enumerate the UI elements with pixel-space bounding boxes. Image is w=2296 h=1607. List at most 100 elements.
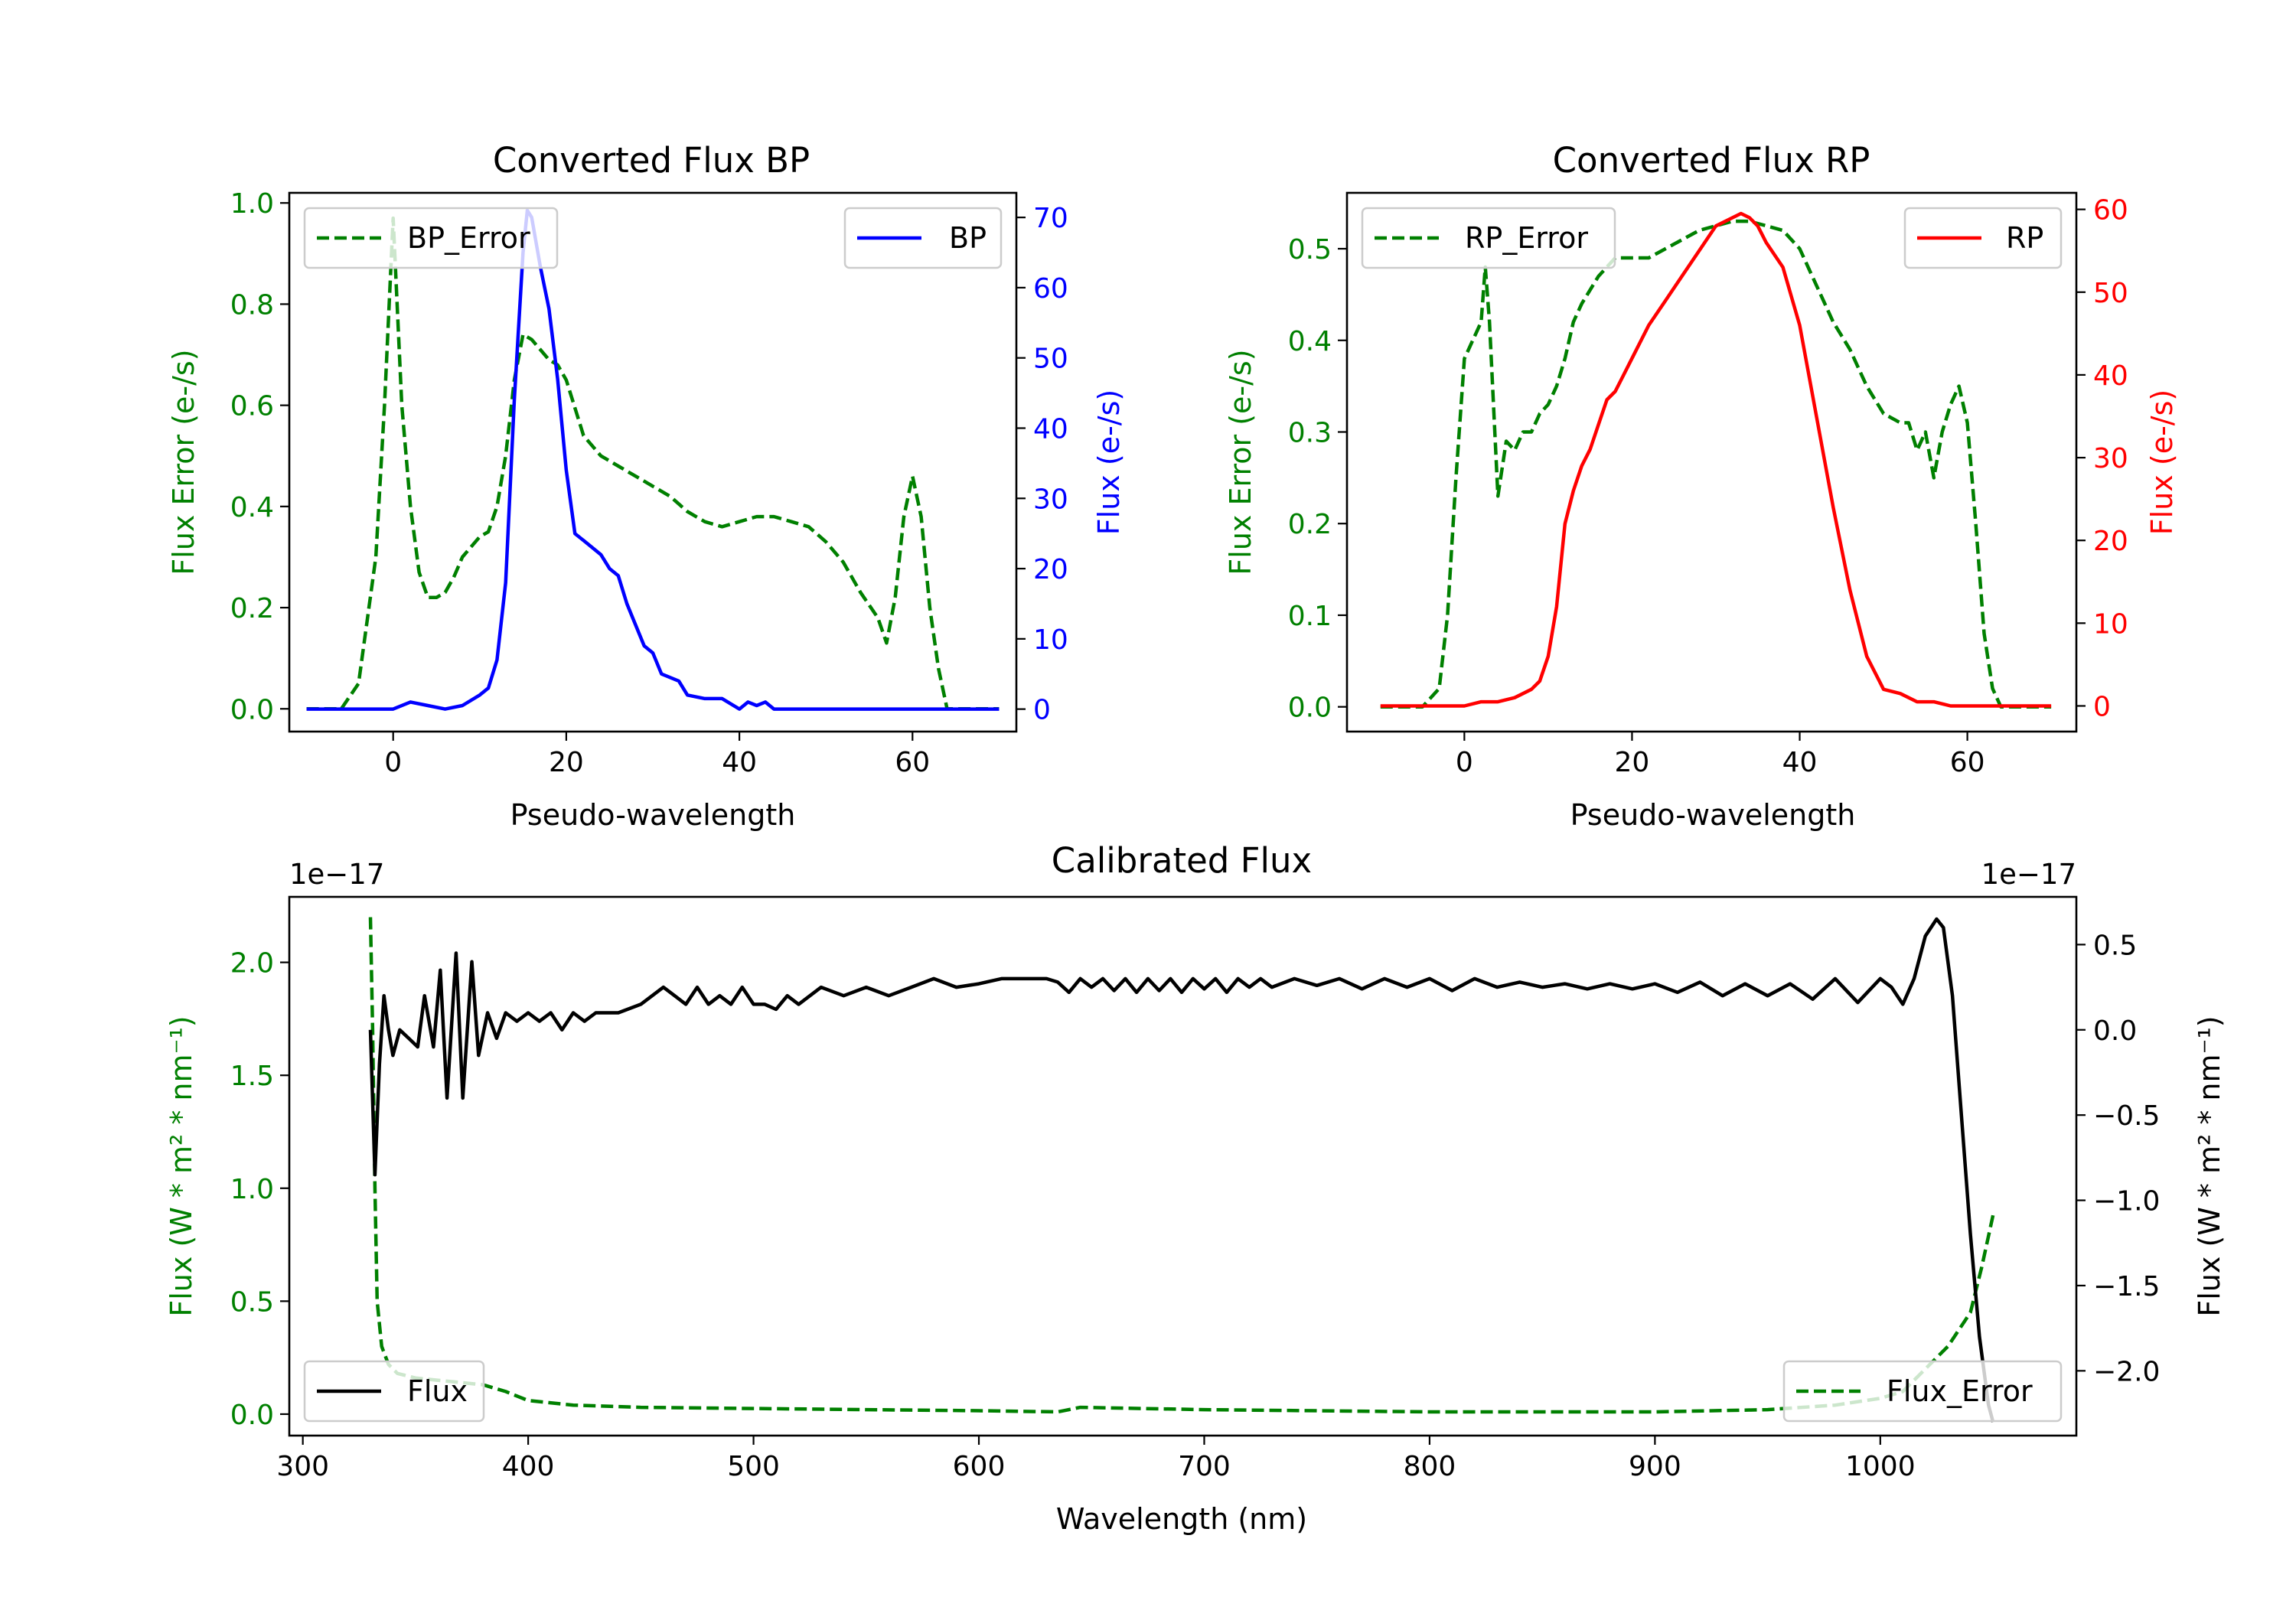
bp-right-tick-label: 20 xyxy=(1033,554,1068,585)
rp-series-rp-error-line xyxy=(1380,219,2052,709)
rp-right-tick-label: 60 xyxy=(2093,195,2128,227)
rp-left-axis-label: Flux Error (e-/s) xyxy=(1224,349,1257,575)
rp-left-tick-label: 0.2 xyxy=(1288,509,1332,540)
rp-legend-right: RP xyxy=(1903,207,2063,269)
bp-right-tick-label: 50 xyxy=(1033,344,1068,375)
bp-right-tick-label: 0 xyxy=(1033,695,1051,726)
bp-left-ticks: 0.0 0.2 0.4 0.6 0.8 1.0 xyxy=(230,188,289,725)
bp-right-tick-label: 30 xyxy=(1033,484,1068,515)
bp-legend-error-label: BP_Error xyxy=(407,221,530,255)
calibrated-legend-flux-label: Flux xyxy=(407,1374,468,1408)
bp-right-tick-label: 40 xyxy=(1033,413,1068,445)
rp-right-tick-label: 50 xyxy=(2093,278,2128,309)
bp-series-bp-error-line xyxy=(306,216,1000,711)
bp-left-tick-label: 0.6 xyxy=(230,391,274,422)
cal-series-flux-line xyxy=(368,917,1995,1423)
bp-legend-right-box xyxy=(843,207,1003,269)
rp-right-tick-label: 20 xyxy=(2093,526,2128,557)
cal-x-tick-label: 600 xyxy=(953,1451,1006,1482)
cal-x-tick-label: 500 xyxy=(727,1451,780,1482)
rp-title: Converted Flux RP xyxy=(1553,140,1870,181)
rp-left-tick-label: 0.0 xyxy=(1288,693,1332,724)
bp-legend-left: BP_Error xyxy=(303,207,559,269)
rp-legend-error-label: RP_Error xyxy=(1465,221,1588,255)
bp-title: Converted Flux BP xyxy=(493,140,810,181)
calibrated-right-ticks: −2.0 −1.5 −1.0 −0.5 0.0 0.5 xyxy=(2076,930,2160,1387)
bp-right-tick-label: 70 xyxy=(1033,203,1068,234)
calibrated-right-axis-label: Flux (W * m² * nm⁻¹) xyxy=(2193,1015,2226,1316)
rp-legend-left-box xyxy=(1361,207,1616,269)
rp-left-ticks: 0.0 0.1 0.2 0.3 0.4 0.5 xyxy=(1288,234,1347,724)
calibrated-title: Calibrated Flux xyxy=(1052,840,1312,881)
bp-plot-frame xyxy=(288,191,1018,733)
rp-left-tick-label: 0.4 xyxy=(1288,326,1332,357)
bp-right-tick-label: 60 xyxy=(1033,273,1068,305)
bp-left-axis-label: Flux Error (e-/s) xyxy=(167,349,201,575)
calibrated-x-axis-label: Wavelength (nm) xyxy=(1056,1502,1307,1536)
rp-legend-right-box xyxy=(1903,207,2063,269)
bp-series-bp-line xyxy=(306,208,1000,711)
calibrated-right-offset-text: 1e−17 xyxy=(1981,858,2076,891)
rp-right-axis-label: Flux (e-/s) xyxy=(2145,390,2179,535)
cal-right-tick-label: 0.0 xyxy=(2093,1015,2137,1047)
bp-left-tick-label: 0.4 xyxy=(230,492,274,523)
bp-right-tick-label: 10 xyxy=(1033,624,1068,656)
cal-x-tick-label: 1000 xyxy=(1845,1451,1916,1482)
bp-x-tick-label: 20 xyxy=(549,747,584,778)
bp-legend-flux-label: BP xyxy=(949,221,987,255)
calibrated-legend-left: Flux xyxy=(303,1360,485,1423)
bp-series-group xyxy=(306,208,1000,711)
bp-x-tick-label: 0 xyxy=(384,747,402,778)
rp-x-tick-label: 0 xyxy=(1456,747,1473,778)
rp-x-axis-label: Pseudo-wavelength xyxy=(1570,798,1856,832)
calibrated-plot-frame xyxy=(288,895,2078,1437)
bp-left-tick-label: 0.0 xyxy=(230,694,274,725)
rp-left-tick-label: 0.3 xyxy=(1288,417,1332,448)
cal-right-tick-label: −2.0 xyxy=(2093,1356,2160,1387)
rp-right-ticks: 0 10 20 30 40 50 60 xyxy=(2076,195,2128,722)
bp-right-ticks: 0 10 20 30 40 50 60 70 xyxy=(1016,203,1068,726)
cal-x-tick-label: 900 xyxy=(1629,1451,1681,1482)
calibrated-legend-right-box xyxy=(1782,1360,2063,1423)
bp-x-tick-label: 60 xyxy=(895,747,930,778)
rp-panel: Converted Flux RP 0 20 40 60 0.00.10.20.30.… xyxy=(1224,140,2179,832)
calibrated-left-ticks: 0.0 0.5 1.0 1.5 2.0 xyxy=(230,948,289,1431)
cal-left-tick-label: 2.0 xyxy=(230,948,274,980)
rp-left-tick-label: 0.5 xyxy=(1288,234,1332,266)
bp-x-ticks: 0 20 40 60 xyxy=(384,732,930,778)
rp-x-tick-label: 40 xyxy=(1782,747,1818,778)
bp-right-axis-label: Flux (e-/s) xyxy=(1092,390,1126,535)
calibrated-x-ticks: 300 400 500 600 700 800 900 1000 xyxy=(276,1436,1916,1482)
bp-panel: Converted Flux BP 0 20 40 60 0.00.20.40.60.… xyxy=(167,140,1126,832)
bp-legend-left-box xyxy=(303,207,559,269)
rp-right-tick-label: 30 xyxy=(2093,443,2128,474)
cal-right-tick-label: 0.5 xyxy=(2093,930,2137,961)
rp-right-tick-label: 40 xyxy=(2093,360,2128,392)
rp-legend-left: RP_Error xyxy=(1361,207,1616,269)
cal-x-tick-label: 700 xyxy=(1178,1451,1231,1482)
bp-left-tick-label: 1.0 xyxy=(230,188,274,220)
cal-x-tick-label: 400 xyxy=(502,1451,555,1482)
rp-series-rp-line xyxy=(1380,211,2052,708)
calibrated-legend-right: Flux_Error xyxy=(1782,1360,2063,1423)
cal-right-tick-label: −0.5 xyxy=(2093,1100,2160,1132)
rp-right-tick-label: 0 xyxy=(2093,691,2111,722)
calibrated-left-axis-label: Flux (W * m² * nm⁻¹) xyxy=(165,1015,198,1316)
cal-left-tick-label: 0.5 xyxy=(230,1286,274,1318)
calibrated-panel: Calibrated Flux 1e−17 1e−17 300 400 500 600… xyxy=(165,840,2226,1536)
bp-x-axis-label: Pseudo-wavelength xyxy=(510,798,796,832)
rp-left-tick-label: 0.1 xyxy=(1288,601,1332,632)
calibrated-left-offset-text: 1e−17 xyxy=(289,858,384,891)
cal-left-tick-label: 0.0 xyxy=(230,1400,274,1431)
cal-left-tick-label: 1.0 xyxy=(230,1174,274,1205)
rp-series-group xyxy=(1380,211,2052,709)
cal-x-tick-label: 300 xyxy=(276,1451,329,1482)
rp-x-tick-label: 20 xyxy=(1615,747,1650,778)
rp-x-tick-label: 60 xyxy=(1950,747,1985,778)
cal-right-tick-label: −1.5 xyxy=(2093,1271,2160,1302)
calibrated-legend-error-label: Flux_Error xyxy=(1887,1374,2033,1408)
cal-x-tick-label: 800 xyxy=(1404,1451,1456,1482)
rp-plot-frame xyxy=(1345,191,2078,733)
bp-x-tick-label: 40 xyxy=(722,747,757,778)
